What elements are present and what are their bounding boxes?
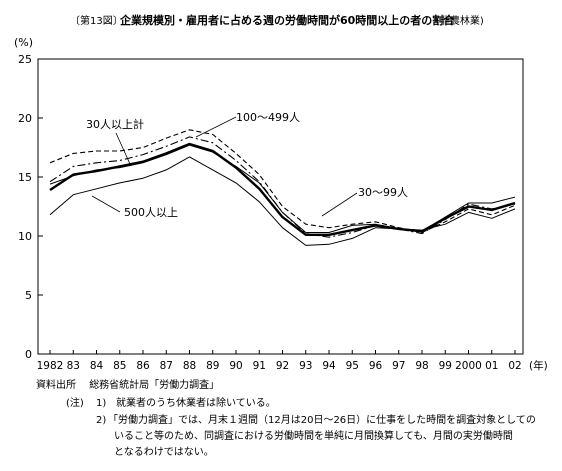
annotation-30-99: 30～99人 bbox=[358, 186, 408, 199]
chart-subtitle: (非農林業) bbox=[436, 16, 484, 27]
y-tick-label: 15 bbox=[18, 171, 32, 184]
figure-number: 〔第13図〕 bbox=[70, 16, 123, 27]
series-line-4 bbox=[49, 156, 516, 246]
x-tick-label: 93 bbox=[299, 360, 312, 372]
x-tick-label: 1982 bbox=[37, 360, 64, 372]
x-tick-label: 98 bbox=[415, 360, 428, 372]
source-label: 資料出所 bbox=[36, 380, 76, 391]
source-line: 資料出所 総務省統計局「労働力調査」 bbox=[36, 378, 219, 394]
series-line-3 bbox=[49, 144, 516, 233]
y-tick-label: 10 bbox=[18, 230, 32, 243]
annotation-30-99-leader bbox=[321, 192, 358, 217]
source-text: 総務省統計局「労働力調査」 bbox=[89, 380, 220, 391]
annotation-100-499-leader bbox=[195, 116, 237, 138]
figure-title-bar: 〔第13図〕 企業規模別・雇用者に占める週の労働時間が60時間以上の者の割合 (… bbox=[0, 12, 562, 30]
x-tick-label: 87 bbox=[160, 360, 173, 372]
annotation-500plus-leader bbox=[91, 195, 121, 213]
x-tick-label: 86 bbox=[136, 360, 150, 372]
note-2-number: 2) bbox=[96, 415, 107, 426]
x-tick-label: 85 bbox=[113, 360, 126, 372]
note-1-number: 1) bbox=[96, 398, 107, 409]
x-axis-unit: (年) bbox=[529, 359, 548, 372]
x-tick-label: 97 bbox=[392, 360, 405, 372]
series-line-1 bbox=[49, 142, 516, 237]
x-tick-label: 88 bbox=[183, 360, 196, 372]
note-label: (注) bbox=[66, 398, 84, 409]
y-tick-label: 0 bbox=[25, 348, 32, 361]
x-tick-label: 99 bbox=[439, 360, 452, 372]
plot-frame bbox=[37, 58, 524, 355]
series-line-0 bbox=[49, 129, 516, 234]
annotation-100-499: 100～499人 bbox=[236, 111, 300, 124]
x-tick-label: 02 bbox=[508, 360, 521, 372]
x-tick-label: 84 bbox=[90, 360, 104, 372]
note-2-line-2: いること等のため、同調査における労働時間を単純に月間換算しても、月間の実労働時間 bbox=[114, 431, 513, 442]
x-tick-label: 83 bbox=[67, 360, 80, 372]
x-tick-label: 91 bbox=[253, 360, 266, 372]
x-tick-label: 92 bbox=[276, 360, 289, 372]
x-tick-label: 96 bbox=[369, 360, 383, 372]
x-tick-label: 94 bbox=[322, 360, 336, 372]
y-axis-unit: (%) bbox=[14, 36, 33, 49]
x-tick-label: 2000 bbox=[455, 360, 482, 372]
annotation-total-leader bbox=[115, 132, 131, 165]
y-tick-label: 20 bbox=[18, 112, 32, 125]
x-tick-label: 89 bbox=[206, 360, 219, 372]
note-1-text: 就業者のうち休業者は除いている。 bbox=[116, 398, 276, 409]
note-2-line-1: 「労働力調査」では、月末１週間（12月は20日～26日）に仕事をした時間を調査対… bbox=[108, 415, 536, 426]
x-tick-label: 01 bbox=[485, 360, 498, 372]
annotation-500plus: 500人以上 bbox=[124, 206, 178, 219]
x-tick-label: 95 bbox=[346, 360, 359, 372]
note-2-line-3: となるわけではない。 bbox=[114, 447, 214, 458]
y-tick-label: 25 bbox=[18, 53, 32, 66]
annotation-total: 30人以上計 bbox=[86, 117, 144, 131]
chart-title: 企業規模別・雇用者に占める週の労働時間が60時間以上の者の割合 bbox=[120, 14, 455, 27]
x-tick-label: 90 bbox=[229, 360, 242, 372]
y-tick-label: 5 bbox=[25, 289, 32, 302]
